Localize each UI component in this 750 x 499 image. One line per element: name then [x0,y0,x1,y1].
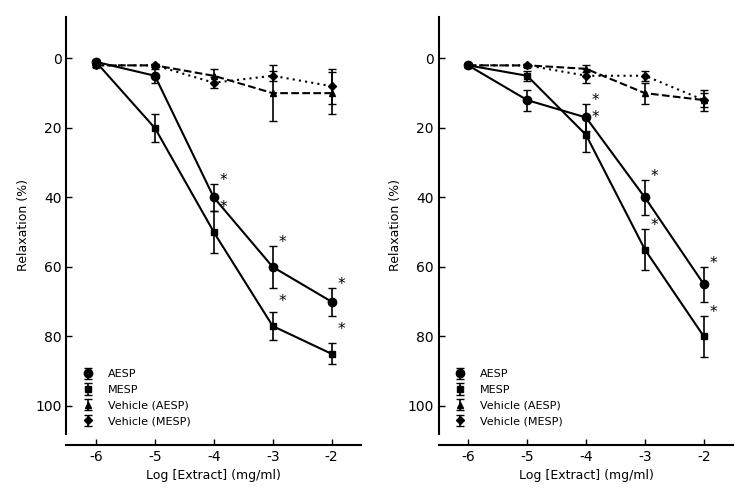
Text: *: * [338,322,345,337]
Text: *: * [278,294,286,309]
Y-axis label: Relaxation (%): Relaxation (%) [389,179,402,271]
Text: *: * [592,110,599,125]
Text: *: * [651,218,658,233]
X-axis label: Log [Extract] (mg/ml): Log [Extract] (mg/ml) [518,470,653,483]
X-axis label: Log [Extract] (mg/ml): Log [Extract] (mg/ml) [146,470,281,483]
Text: *: * [220,173,227,188]
Text: *: * [338,277,345,292]
Y-axis label: Relaxation (%): Relaxation (%) [16,179,30,271]
Text: *: * [592,93,599,108]
Legend: AESP, MESP, Vehicle (AESP), Vehicle (MESP): AESP, MESP, Vehicle (AESP), Vehicle (MES… [444,367,565,428]
Text: *: * [710,256,718,271]
Text: *: * [278,235,286,250]
Text: *: * [651,169,658,184]
Text: *: * [220,201,227,216]
Legend: AESP, MESP, Vehicle (AESP), Vehicle (MESP): AESP, MESP, Vehicle (AESP), Vehicle (MES… [72,367,193,428]
Text: *: * [710,305,718,320]
